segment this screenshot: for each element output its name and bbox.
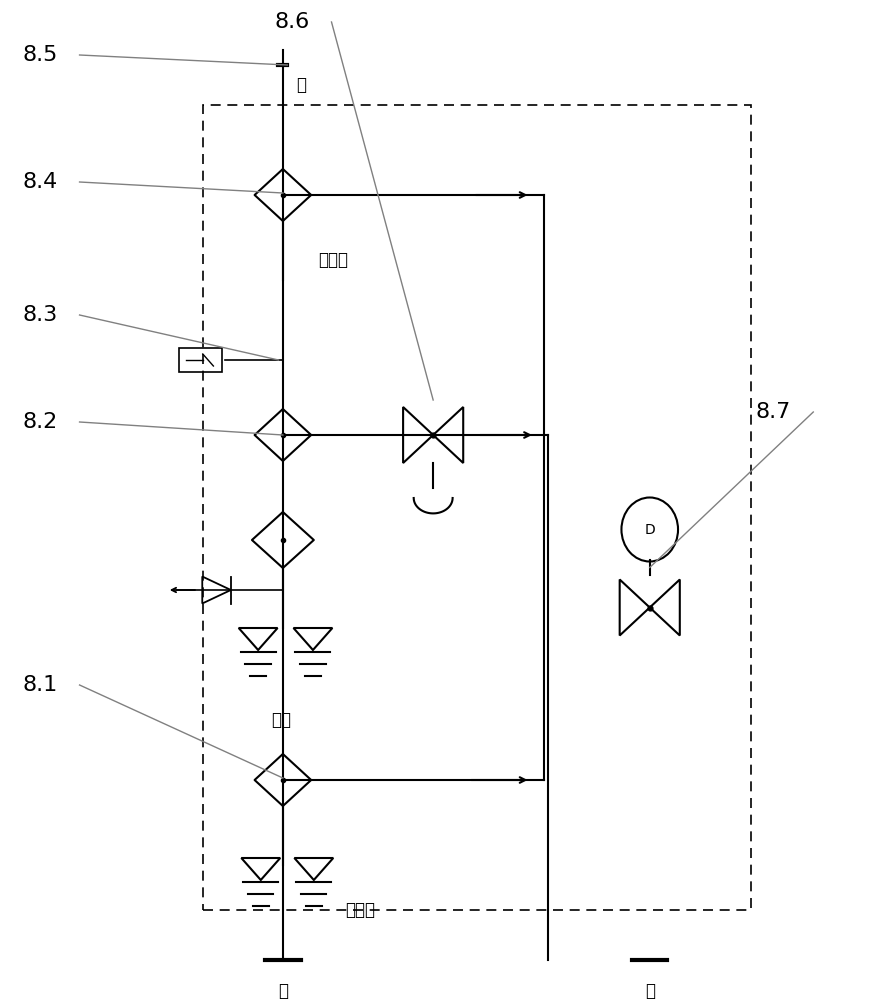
Text: 8.4: 8.4 (22, 172, 57, 192)
Text: 8.1: 8.1 (22, 675, 57, 695)
Text: 蒸汽: 蒸汽 (271, 711, 291, 729)
Text: 冷却水: 冷却水 (345, 901, 375, 919)
Bar (203, 105, 751, 910)
Text: 进: 进 (278, 982, 288, 1000)
Text: 8.3: 8.3 (22, 305, 57, 325)
Text: 进: 进 (296, 76, 306, 94)
Text: 出: 出 (644, 982, 655, 1000)
Text: 8.6: 8.6 (274, 12, 309, 32)
Text: D: D (644, 522, 655, 536)
Text: 8.5: 8.5 (22, 45, 57, 65)
Text: 8.2: 8.2 (22, 412, 57, 432)
Text: 8.7: 8.7 (756, 402, 791, 422)
Text: 导热油: 导热油 (318, 251, 348, 269)
Bar (179, 348, 222, 372)
